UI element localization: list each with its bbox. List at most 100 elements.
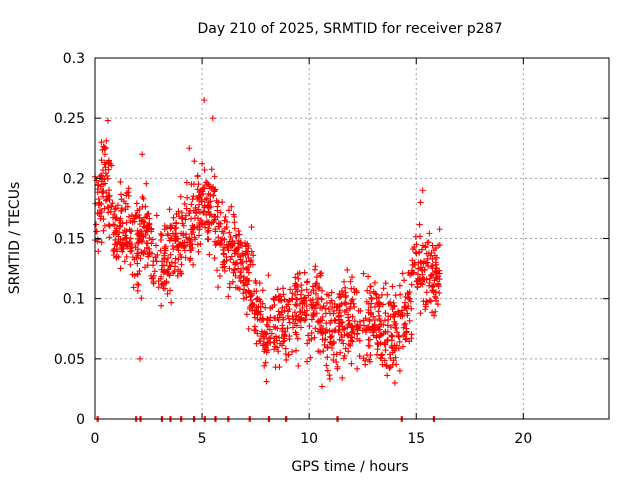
data-point xyxy=(271,301,278,308)
data-point xyxy=(367,283,374,290)
data-point xyxy=(245,325,252,332)
data-point xyxy=(306,337,313,344)
data-point xyxy=(261,346,268,353)
data-point xyxy=(349,274,356,281)
data-point xyxy=(157,230,164,237)
data-point xyxy=(136,268,143,275)
data-point xyxy=(191,234,198,241)
data-point xyxy=(229,278,236,285)
data-point xyxy=(211,188,218,195)
data-point xyxy=(331,300,338,307)
data-point xyxy=(170,269,177,276)
data-point xyxy=(124,243,131,250)
data-point xyxy=(113,225,120,232)
data-point xyxy=(101,205,108,212)
data-point xyxy=(391,379,398,386)
data-point xyxy=(347,278,354,285)
data-point xyxy=(153,258,160,265)
data-point xyxy=(294,270,301,277)
data-point xyxy=(246,289,253,296)
data-point xyxy=(181,244,188,251)
data-point xyxy=(106,196,113,203)
data-point xyxy=(360,317,367,324)
data-point xyxy=(215,223,222,230)
data-point xyxy=(319,317,326,324)
data-point xyxy=(111,206,118,213)
data-point xyxy=(427,298,434,305)
data-point xyxy=(436,226,443,233)
data-point xyxy=(243,311,250,318)
data-point xyxy=(251,301,258,308)
data-point xyxy=(279,325,286,332)
data-point xyxy=(247,297,254,304)
data-point xyxy=(380,321,387,328)
data-point xyxy=(368,296,375,303)
data-point xyxy=(162,245,169,252)
data-point xyxy=(126,213,133,220)
data-point xyxy=(400,324,407,331)
data-point xyxy=(317,348,324,355)
data-point xyxy=(194,224,201,231)
data-point xyxy=(348,285,355,292)
data-point xyxy=(334,363,341,370)
data-point xyxy=(206,204,213,211)
data-point xyxy=(280,285,287,292)
data-point xyxy=(313,274,320,281)
data-point xyxy=(337,293,344,300)
data-point xyxy=(382,328,389,335)
data-point xyxy=(364,287,371,294)
data-point xyxy=(215,284,222,291)
data-point xyxy=(289,324,296,331)
data-point xyxy=(325,306,332,313)
data-point xyxy=(177,193,184,200)
data-point xyxy=(173,224,180,231)
x-tick-label: 10 xyxy=(300,431,318,447)
data-point xyxy=(123,253,130,260)
data-point xyxy=(375,308,382,315)
data-point xyxy=(104,117,111,124)
data-point xyxy=(101,151,108,158)
data-point xyxy=(137,255,144,262)
data-point xyxy=(198,198,205,205)
data-point xyxy=(161,280,168,287)
data-point xyxy=(196,194,203,201)
data-point xyxy=(182,212,189,219)
data-point xyxy=(431,252,438,259)
data-point xyxy=(388,324,395,331)
data-point xyxy=(221,217,228,224)
data-point xyxy=(151,268,158,275)
data-point xyxy=(398,309,405,316)
data-point xyxy=(158,273,165,280)
data-point xyxy=(275,348,282,355)
data-point xyxy=(389,361,396,368)
data-point xyxy=(244,266,251,273)
data-point xyxy=(316,284,323,291)
data-point xyxy=(203,211,210,218)
data-point xyxy=(329,332,336,339)
data-point xyxy=(180,230,187,237)
data-point xyxy=(227,256,234,263)
data-point xyxy=(244,281,251,288)
data-point xyxy=(167,251,174,258)
data-point xyxy=(348,337,355,344)
data-point xyxy=(391,318,398,325)
data-point xyxy=(404,312,411,319)
data-point xyxy=(214,203,221,210)
data-point xyxy=(416,221,423,228)
data-point xyxy=(194,172,201,179)
data-point xyxy=(205,199,212,206)
data-point xyxy=(378,331,385,338)
data-point xyxy=(366,358,373,365)
data-point xyxy=(245,264,252,271)
data-point xyxy=(225,293,232,300)
data-point xyxy=(204,228,211,235)
data-point xyxy=(428,263,435,270)
data-point xyxy=(382,310,389,317)
data-point xyxy=(315,328,322,335)
data-point xyxy=(380,285,387,292)
data-point xyxy=(324,367,331,374)
data-point xyxy=(219,235,226,242)
data-point xyxy=(371,317,378,324)
data-point xyxy=(402,320,409,327)
